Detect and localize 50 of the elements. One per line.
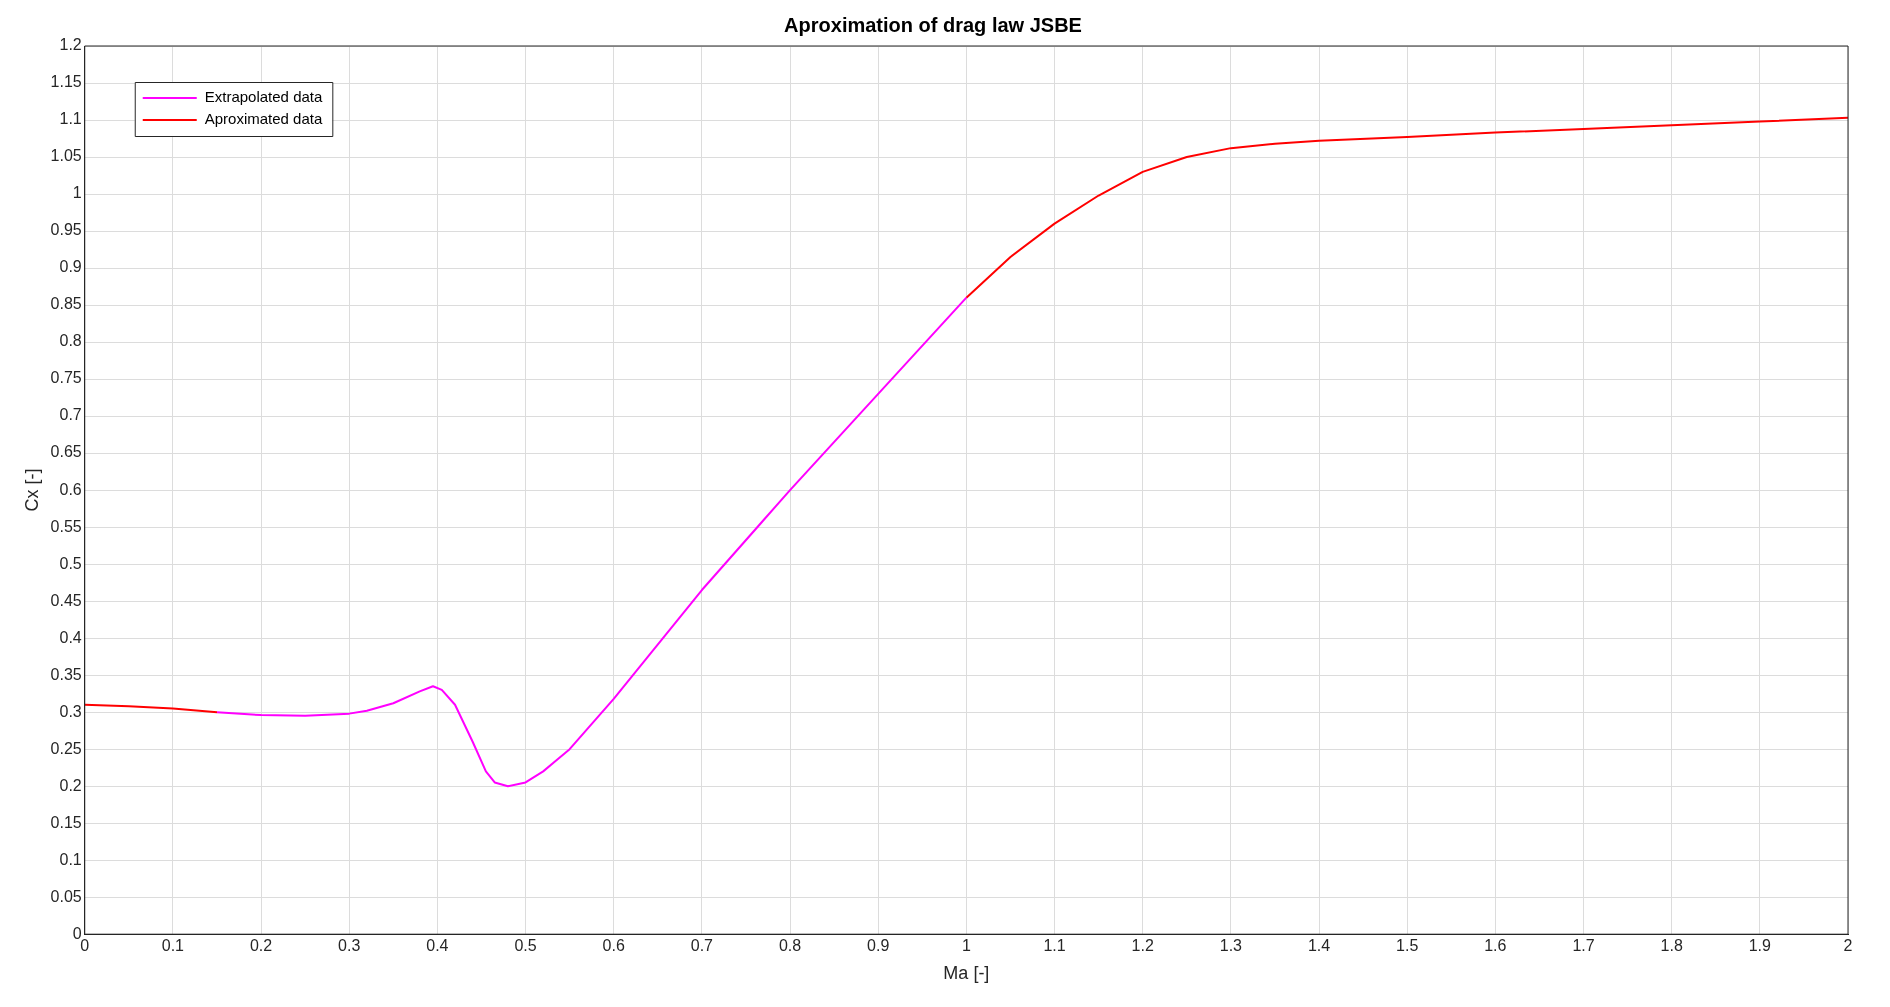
y-tick-label: 0.35 bbox=[50, 665, 82, 683]
x-tick-label: 0.1 bbox=[161, 937, 185, 955]
x-tick-label: 1.9 bbox=[1748, 937, 1772, 955]
x-tick-label: 1.5 bbox=[1396, 937, 1419, 955]
x-tick-label: 0.2 bbox=[249, 937, 273, 955]
y-tick-label: 0.15 bbox=[50, 813, 82, 831]
legend-label: Aproximated data bbox=[204, 110, 323, 128]
y-tick-label: 0.3 bbox=[59, 702, 82, 720]
y-tick-label: 0.9 bbox=[59, 258, 82, 276]
y-tick-label: 0.85 bbox=[50, 295, 82, 313]
y-tick-label: 0.55 bbox=[50, 517, 82, 535]
y-tick-label: 0.6 bbox=[59, 480, 82, 498]
y-tick-label: 0.5 bbox=[59, 554, 82, 572]
y-tick-label: 0.25 bbox=[50, 739, 82, 757]
y-tick-label: 0 bbox=[72, 924, 82, 942]
y-tick-label: 0.45 bbox=[50, 591, 82, 609]
y-tick-label: 1.05 bbox=[50, 147, 82, 165]
x-tick-label: 1.4 bbox=[1307, 937, 1331, 955]
x-tick-label: 0.7 bbox=[690, 937, 714, 955]
x-tick-label: 0.8 bbox=[778, 937, 802, 955]
x-tick-label: 0.3 bbox=[338, 937, 361, 955]
x-tick-label: 0.6 bbox=[602, 937, 625, 955]
chart-title: Aproximation of drag law JSBE bbox=[784, 13, 1082, 36]
y-tick-label: 0.05 bbox=[50, 887, 82, 905]
x-tick-label: 1.8 bbox=[1660, 937, 1683, 955]
x-tick-label: 0.9 bbox=[867, 937, 890, 955]
y-axis-title: Cx [-] bbox=[21, 468, 42, 512]
y-tick-label: 0.95 bbox=[50, 221, 82, 239]
x-axis-title: Ma [-] bbox=[943, 963, 990, 984]
y-tick-label: 1.15 bbox=[50, 73, 82, 91]
y-tick-label: 0.7 bbox=[59, 406, 82, 424]
y-tick-label: 0.8 bbox=[59, 332, 82, 350]
y-tick-label: 1 bbox=[72, 184, 82, 202]
x-tick-label: 1.7 bbox=[1572, 937, 1595, 955]
x-tick-label: 1.6 bbox=[1484, 937, 1507, 955]
y-tick-label: 0.1 bbox=[59, 850, 82, 868]
y-tick-label: 0.65 bbox=[50, 443, 82, 461]
x-tick-label: 1 bbox=[961, 937, 971, 955]
x-tick-label: 0.5 bbox=[514, 937, 537, 955]
legend-label: Extrapolated data bbox=[204, 88, 323, 106]
y-tick-label: 0.2 bbox=[59, 776, 82, 794]
y-tick-label: 0.4 bbox=[59, 628, 82, 646]
x-tick-label: 0.4 bbox=[426, 937, 449, 955]
x-tick-label: 1.2 bbox=[1131, 937, 1154, 955]
y-tick-label: 1.1 bbox=[59, 110, 82, 128]
x-tick-label: 1.3 bbox=[1219, 937, 1243, 955]
y-tick-label: 0.75 bbox=[50, 369, 82, 387]
x-tick-label: 2 bbox=[1843, 937, 1853, 955]
x-tick-label: 1.1 bbox=[1043, 937, 1066, 955]
y-tick-label: 1.2 bbox=[59, 36, 82, 54]
